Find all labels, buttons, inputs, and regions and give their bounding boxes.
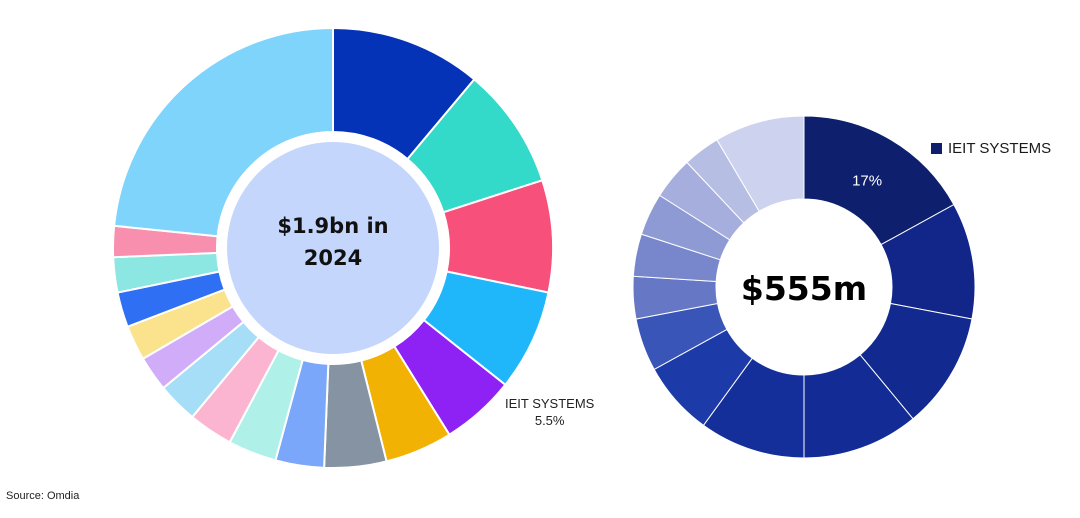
- ieit-systems-annotation: IEIT SYSTEMS 5.5%: [505, 395, 594, 429]
- donut-slice: [716, 115, 805, 212]
- right-donut-chart: $555m 17%: [632, 115, 976, 459]
- slice-data-label: 17%: [852, 172, 882, 189]
- left-center-label-line: $1.9bn in: [277, 214, 388, 238]
- left-donut-chart: $1.9bn in 2024: [112, 26, 554, 469]
- left-donut-center: [227, 142, 439, 354]
- legend: IEIT SYSTEMS: [931, 140, 1051, 157]
- right-center-label: $555m: [741, 269, 867, 308]
- left-center-label-line: 2024: [304, 246, 362, 270]
- annotation-label: IEIT SYSTEMS: [505, 396, 595, 411]
- donut-slice: [113, 26, 334, 238]
- annotation-value: 5.5%: [534, 413, 565, 428]
- legend-label: IEIT SYSTEMS: [948, 140, 1052, 157]
- source-note: Source: Omdia: [6, 490, 80, 502]
- legend-swatch: [931, 143, 942, 154]
